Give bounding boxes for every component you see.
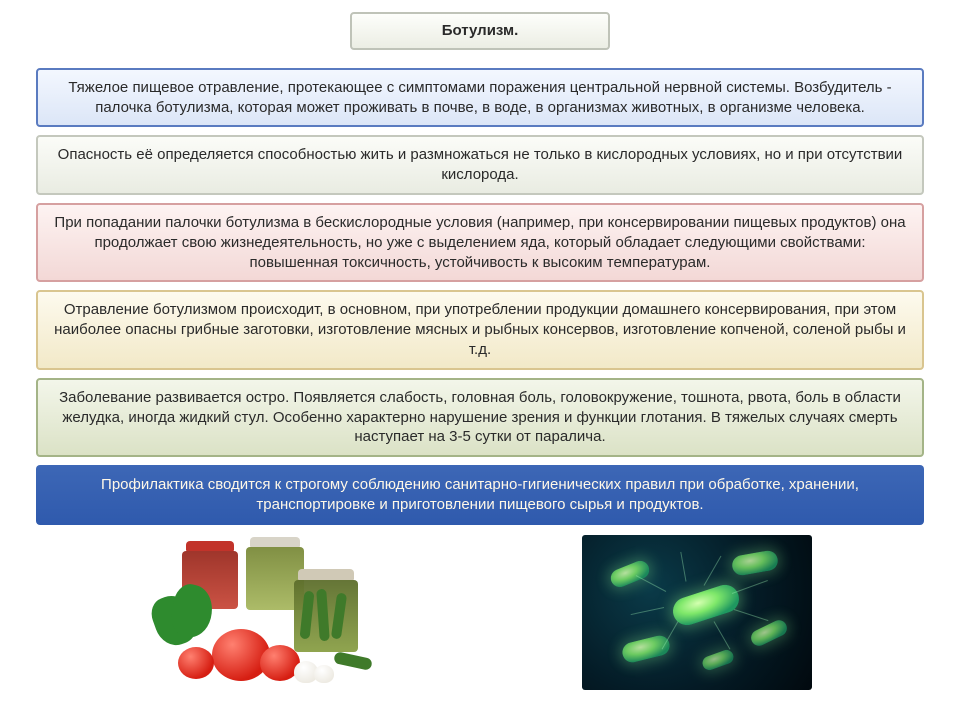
- page-title: Ботулизм.: [350, 12, 610, 50]
- info-box-sources: Отравление ботулизмом происходит, в осно…: [36, 290, 924, 369]
- info-box-anaerobic: При попадании палочки ботулизма в бескис…: [36, 203, 924, 282]
- info-box-prevention: Профилактика сводится к строгому соблюде…: [36, 465, 924, 525]
- info-box-danger: Опасность её определяется способностью ж…: [36, 135, 924, 195]
- info-box-symptoms: Заболевание развивается остро. Появляетс…: [36, 378, 924, 457]
- images-row: [36, 535, 924, 690]
- info-box-definition: Тяжелое пищевое отравление, протекающее …: [36, 68, 924, 128]
- title-row: Ботулизм.: [36, 12, 924, 58]
- canned-food-image: [148, 535, 378, 690]
- bacteria-image: [582, 535, 812, 690]
